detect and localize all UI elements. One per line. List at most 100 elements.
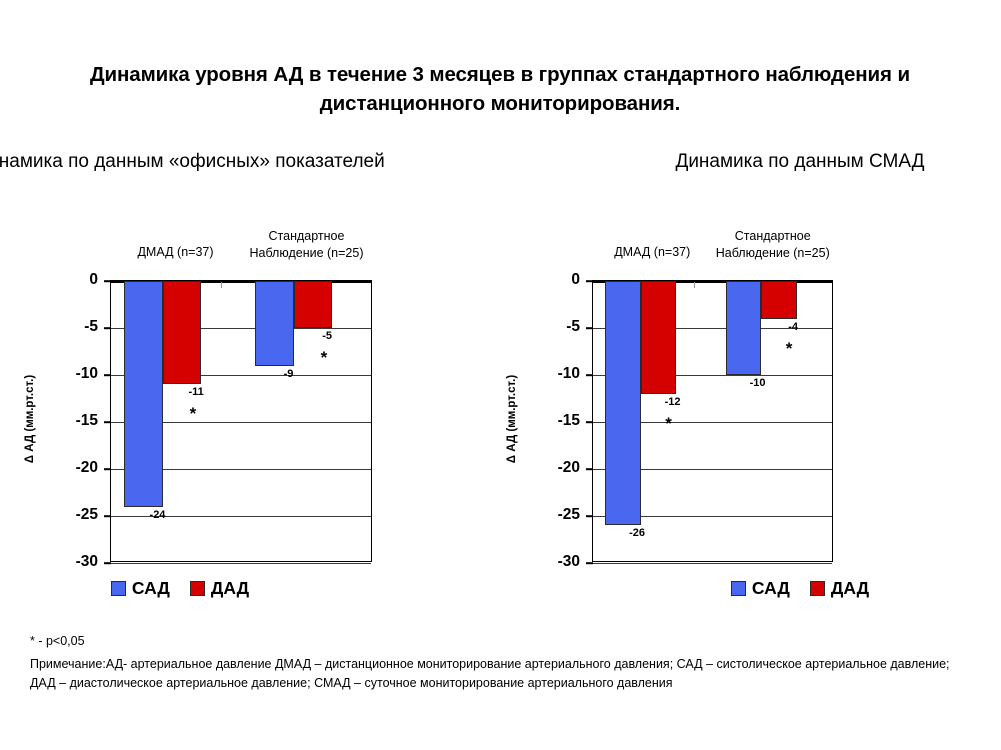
group-caption: ДМАД (n=37) [577,244,727,261]
legend-label: САД [751,578,790,598]
group-caption-line: ДМАД (n=37) [614,245,691,259]
group-caption-line: ДМАД (n=37) [137,245,214,259]
y-axis-tick-label: -5 [566,318,580,335]
y-axis-tick-label: -15 [75,412,98,429]
significance-marker: * [320,348,328,367]
y-axis-tick-label: -25 [557,506,580,523]
gridline [111,328,371,329]
chart-subtitle: Динамика по данным «офисных» показателей [0,151,385,172]
legend-label: ДАД [210,578,250,598]
group-caption: Стандартное Наблюдение (n=25) [698,228,848,262]
legend-label: САД [131,578,170,598]
group-caption: Стандартное Наблюдение (n=25) [232,228,382,262]
chart-legend: САД ДАД [0,578,420,599]
y-axis-tick-label: -10 [557,365,580,382]
legend-swatch-icon [809,581,825,596]
y-axis-tick-mark [104,562,111,564]
bar-value-label: -26 [629,527,645,540]
gridline [593,563,832,564]
plot-area [586,280,833,564]
gridline [111,469,371,470]
y-axis-tick-mark [586,562,593,564]
y-axis-tick-label: -5 [84,318,98,335]
bar-value-label: -11 [188,386,204,399]
y-axis-tick-mark [104,468,111,470]
y-axis-tick-mark [104,374,111,376]
legend-item-сад[interactable]: САД [110,578,170,599]
y-axis-tick-mark [104,421,111,423]
group-caption-line: Наблюдение (n=25) [249,245,364,260]
gridline [111,422,371,423]
y-axis-tick-mark [104,327,111,329]
bar-дад-group2 [761,281,797,319]
gridline [593,516,832,517]
bar-value-label: -4 [788,320,798,333]
chart-legend: САД ДАД [560,578,1001,599]
legend-item-дад[interactable]: ДАД [809,578,870,599]
bar-сад-group1 [124,281,163,507]
gridline [593,422,832,423]
bar-value-label: -9 [283,367,294,380]
plot-area [104,280,372,564]
y-axis-tick-label: -10 [75,365,98,382]
chart-panel-office: Динамика по данным «офисных» показателей… [0,150,490,620]
bar-дад-group2 [293,281,333,328]
y-axis-tick-mark [586,374,593,376]
pvalue-footnote: * - p<0,05 [30,634,85,648]
abbreviation-note: Примечание:АД- артериальное давление ДМА… [30,656,950,691]
y-axis-tick-label: 0 [89,271,98,288]
legend-swatch-icon [189,581,205,596]
y-axis-tick-label: -20 [75,459,98,476]
y-axis-title: Δ АД (мм.рт.ст.) [24,374,36,464]
y-axis-tick-label: -20 [557,459,580,476]
page-title: Динамика уровня АД в течение 3 месяцев в… [90,63,910,116]
bar-value-label: -10 [749,377,766,389]
legend-swatch-icon [730,581,746,596]
group-caption-line: Стандартное [734,229,811,243]
gridline [111,375,371,376]
bar-дад-group1 [162,281,202,385]
legend-item-сад[interactable]: САД [730,578,790,599]
category-boundary-tick [694,282,696,288]
legend-swatch-icon [110,581,126,596]
bar-дад-group1 [640,281,677,394]
footnotes: * - p<0,05 Примечание:АД- артериальное д… [30,632,975,694]
zero-axis-line [593,281,832,283]
y-axis-tick-label: -25 [75,506,98,523]
y-axis-tick-mark [586,515,593,517]
y-axis-tick-label: -15 [557,412,580,429]
gridline [593,375,832,376]
bar-сад-group2 [255,281,294,366]
group-caption: ДМАД (n=37) [101,244,251,261]
legend-label: ДАД [830,578,870,598]
bar-value-label: -24 [149,508,166,521]
gridline [111,516,371,517]
gridline [111,563,371,564]
group-caption-line: Наблюдение (n=25) [715,245,830,260]
significance-marker: * [665,413,672,433]
legend-item-дад[interactable]: ДАД [189,578,250,599]
bar-value-label: -12 [664,395,681,408]
zero-axis-line [111,281,371,283]
gridline [593,328,832,329]
y-axis-tick-label: 0 [571,271,580,288]
y-axis-tick-mark [104,515,111,517]
chart-panel-abpm: Динамика по данным СМАД ДМАД (n=37) Станд… [500,150,980,620]
y-axis-tick-mark [586,468,593,470]
significance-marker: * [189,404,197,424]
y-axis-tick-label: -30 [75,553,98,570]
group-caption-line: Стандартное [268,229,345,243]
category-boundary-tick [221,282,223,288]
y-axis-tick-mark [104,280,111,282]
chart-subtitle: Динамика по данным СМАД [675,151,925,172]
bar-сад-group2 [725,281,762,375]
y-axis-tick-mark [586,280,593,282]
bar-сад-group1 [605,281,641,526]
y-axis-tick-label: -30 [557,553,580,570]
significance-marker: * [785,338,793,358]
y-axis-tick-mark [586,327,593,329]
gridline [593,469,832,470]
bar-value-label: -5 [322,330,333,342]
y-axis-tick-mark [586,421,593,423]
y-axis-title: Δ АД (мм.рт.ст.) [506,374,518,464]
